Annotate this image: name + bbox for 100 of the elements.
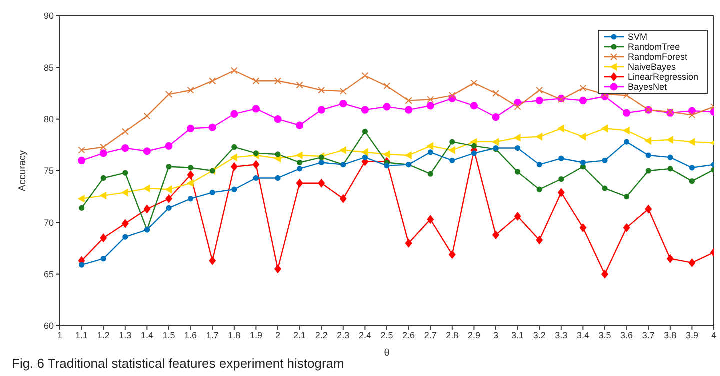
point <box>689 165 695 171</box>
point <box>209 256 216 266</box>
point <box>296 178 304 188</box>
point <box>210 190 216 196</box>
point <box>143 184 150 193</box>
point <box>165 142 173 150</box>
point <box>646 152 652 158</box>
point <box>427 215 434 224</box>
point <box>428 171 434 177</box>
point <box>340 194 347 204</box>
x-tick-label: 1.7 <box>206 330 219 340</box>
point <box>275 152 281 158</box>
x-tick-label: 1.2 <box>97 330 110 340</box>
x-tick-label: 1.1 <box>76 330 88 340</box>
x-tick-label: 2.9 <box>468 330 480 340</box>
point <box>666 254 674 264</box>
x-tick-label: 3.2 <box>533 330 546 340</box>
point <box>579 132 586 141</box>
point <box>297 166 303 172</box>
point <box>470 102 478 110</box>
point <box>340 100 348 108</box>
point <box>624 139 630 145</box>
x-tick-label: 2.8 <box>446 330 459 340</box>
y-tick-label: 85 <box>44 62 54 73</box>
point <box>492 138 499 146</box>
point <box>100 144 108 151</box>
point <box>166 91 172 98</box>
point <box>536 236 544 245</box>
point <box>100 192 107 200</box>
legend-label: SVM <box>628 32 648 42</box>
y-tick-label: 80 <box>44 114 54 125</box>
point <box>470 80 478 87</box>
point <box>580 84 587 92</box>
point <box>275 175 281 182</box>
point <box>100 175 106 182</box>
point <box>580 223 587 232</box>
point <box>274 264 282 274</box>
point <box>492 230 500 240</box>
x-tick-label: 3 <box>493 330 499 340</box>
x-tick-label: 3.5 <box>598 330 612 340</box>
point <box>601 124 608 133</box>
y-tick-label: 60 <box>44 321 54 332</box>
point <box>122 144 130 152</box>
point <box>602 270 608 279</box>
point <box>252 105 260 113</box>
point <box>558 176 564 182</box>
point <box>514 134 521 142</box>
y-axis-title: Accuracy <box>18 150 29 192</box>
point <box>623 223 630 232</box>
point <box>188 165 194 171</box>
point <box>624 194 630 200</box>
point <box>252 78 260 85</box>
point <box>448 92 456 100</box>
x-tick-label: 1.4 <box>140 330 154 340</box>
point <box>536 186 542 192</box>
point <box>100 256 106 262</box>
point <box>362 154 368 160</box>
point <box>122 219 129 228</box>
point <box>515 169 521 175</box>
point <box>688 258 696 268</box>
point <box>122 234 128 240</box>
y-tick-label: 70 <box>44 218 54 228</box>
point <box>602 158 608 164</box>
point <box>230 162 238 172</box>
x-tick-label: 2.4 <box>358 330 372 340</box>
x-axis-title: θ <box>384 348 390 359</box>
y-tick-label: 90 <box>44 11 54 22</box>
point <box>428 150 434 156</box>
point <box>78 194 85 203</box>
legend-label: LinearRegression <box>628 72 699 82</box>
point <box>666 136 674 144</box>
point <box>187 86 194 94</box>
x-tick-label: 3.7 <box>642 330 655 340</box>
legend-label: NaiveBayes <box>628 62 676 72</box>
x-tick-label: 3.1 <box>512 330 524 340</box>
point <box>645 204 652 214</box>
x-tick-label: 3.8 <box>664 330 677 340</box>
caption: Fig. 6 Traditional statistical features experiment histogram <box>12 356 344 371</box>
x-tick-label: 1.5 <box>162 330 176 340</box>
x-tick-label: 2.1 <box>294 330 306 340</box>
point <box>232 186 238 192</box>
point <box>122 128 129 136</box>
point <box>166 164 172 170</box>
legend-label: RandomForest <box>628 52 688 62</box>
point <box>296 152 303 160</box>
x-tick-label: 2.7 <box>424 330 437 340</box>
x-tick-label: 1.9 <box>250 330 262 340</box>
point <box>78 156 86 164</box>
point <box>557 124 564 133</box>
point <box>318 86 326 94</box>
point <box>492 113 500 122</box>
point <box>339 146 346 154</box>
point <box>405 106 413 114</box>
point <box>515 145 521 152</box>
point <box>383 103 391 111</box>
point <box>579 96 587 105</box>
point <box>274 78 282 85</box>
legend-label: RandomTree <box>628 42 680 52</box>
point <box>384 82 390 90</box>
point <box>78 146 86 154</box>
